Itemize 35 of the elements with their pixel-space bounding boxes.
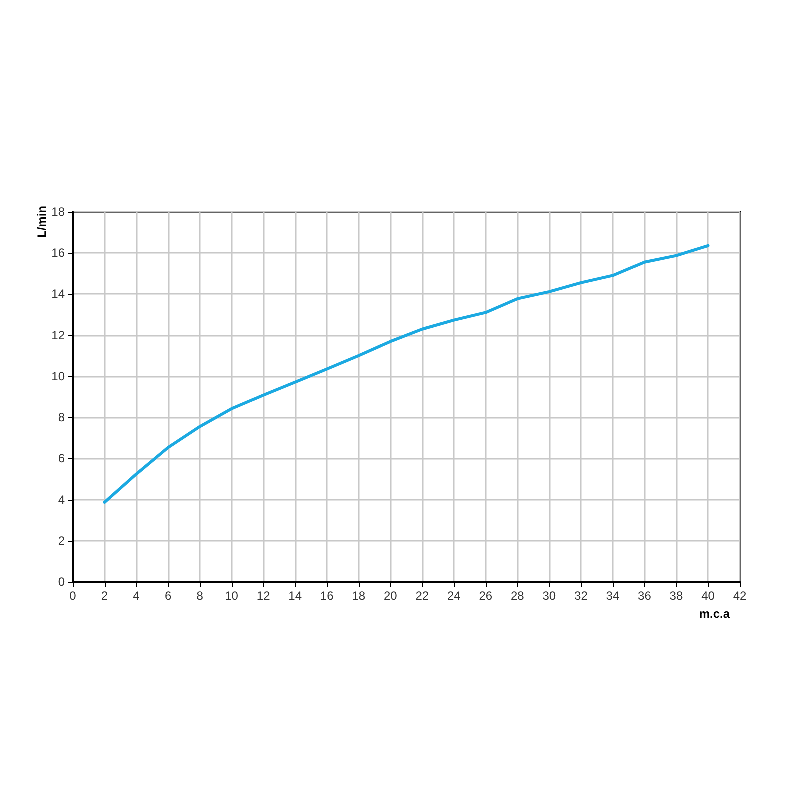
x-tick-label: 8 — [196, 589, 204, 603]
x-tick-label: 18 — [352, 589, 366, 603]
y-tick-label: 14 — [52, 287, 66, 302]
x-tick-label: 34 — [606, 589, 620, 603]
x-tick-label: 2 — [101, 589, 108, 603]
y-tick-label: 2 — [58, 534, 66, 548]
y-tick-label: 6 — [58, 452, 66, 466]
x-tick-label: 24 — [447, 589, 462, 603]
x-tick-label: 28 — [510, 589, 525, 603]
y-tick-label: 4 — [58, 492, 66, 507]
x-tick-label: 14 — [288, 589, 302, 603]
x-tick-label: 12 — [256, 589, 271, 603]
x-tick-label: 42 — [733, 589, 747, 603]
y-tick-label: 18 — [52, 205, 66, 219]
x-tick-label: 4 — [133, 589, 140, 603]
x-tick-label: 20 — [384, 589, 398, 603]
y-tick-label: 8 — [58, 410, 66, 425]
y-axis-title: L/min — [35, 206, 49, 238]
line-series — [103, 244, 710, 504]
x-axis-title: m.c.a — [699, 607, 730, 621]
y-tick-label: 0 — [58, 575, 66, 589]
x-tick-label: 10 — [225, 589, 239, 603]
x-tick-label: 32 — [574, 589, 588, 603]
x-tick-label: 26 — [479, 589, 493, 603]
x-tick-label: 36 — [638, 589, 652, 603]
x-tick-label: 30 — [542, 589, 556, 603]
x-tick-label: 22 — [416, 589, 430, 603]
x-tick-label: 0 — [70, 589, 77, 603]
x-tick-label: 40 — [702, 589, 716, 603]
x-tick-label: 38 — [670, 589, 684, 603]
y-tick-label: 12 — [52, 328, 66, 342]
x-tick-label: 16 — [320, 589, 334, 603]
y-tick-label: 16 — [52, 246, 66, 260]
y-tick-label: 10 — [52, 369, 66, 384]
x-tick-label: 6 — [164, 589, 172, 603]
